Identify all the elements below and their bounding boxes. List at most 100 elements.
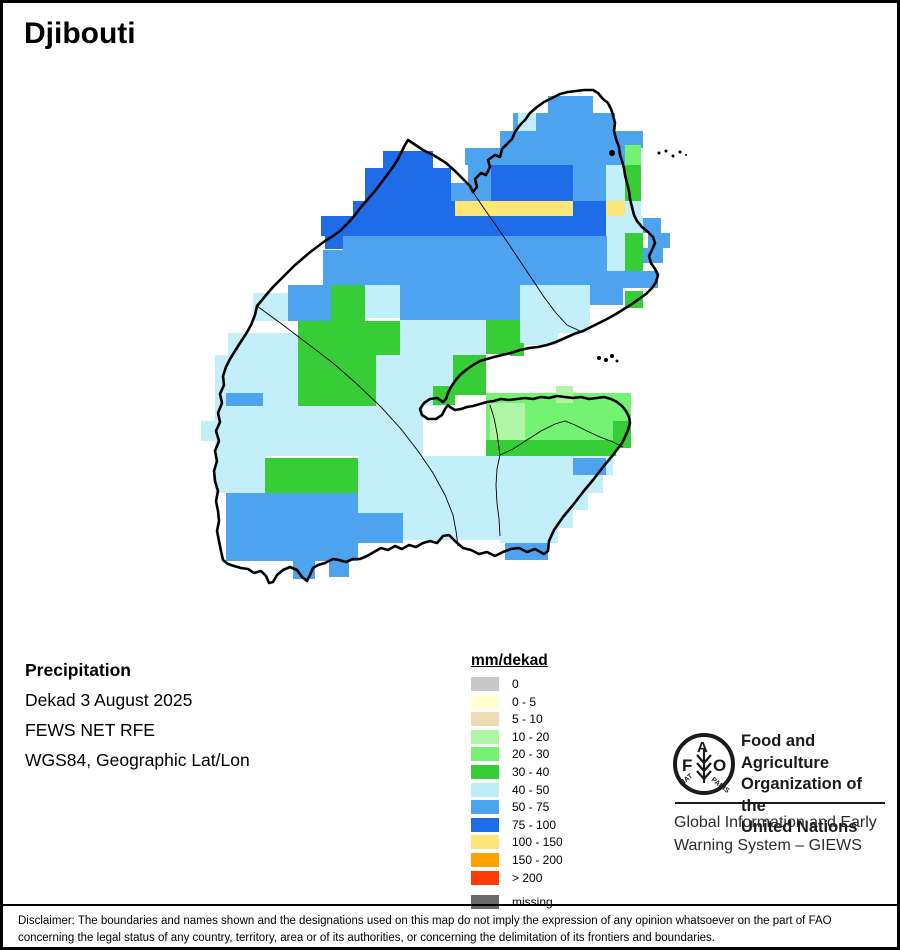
precip-cell [321,216,607,236]
islands-layer [597,149,687,363]
legend-item: 30 - 40 [471,764,563,779]
raster-cells-layer [201,96,670,579]
fao-name-line: United Nations [741,818,858,836]
precip-cell [625,216,643,233]
legend-item: 0 [471,677,563,691]
precip-cell [323,250,607,285]
legend-item: 150 - 200 [471,852,563,867]
country-border-layer [212,88,660,585]
legend-swatch [471,782,499,797]
precip-cell [298,321,400,355]
precip-cell [215,456,265,493]
legend-label: 150 - 200 [512,852,563,867]
legend-label: 10 - 20 [512,729,550,744]
precip-cell [400,320,486,356]
precip-cell [228,333,298,355]
legend-label: 75 - 100 [512,817,557,832]
fao-name-line: Organization of the [741,775,862,815]
precip-cell [606,216,625,271]
precip-cell [548,96,593,114]
fao-letter-a: A [697,739,708,756]
island-dot [678,150,682,154]
page-title: Djibouti [24,17,136,50]
giews-line: Warning System – GIEWS [674,836,862,854]
legend-item: 40 - 50 [471,782,563,797]
fao-logo: F A O FIAT PANIS [673,733,735,795]
precip-cell [383,151,433,168]
precip-cell [500,493,588,510]
fao-letter-f: F [682,756,692,775]
fao-name: Food and Agriculture Organization of the… [741,731,887,839]
info-source: FEWS NET RFE [25,720,155,740]
legend-swatch [471,677,499,691]
legend-item: 10 - 20 [471,729,563,744]
precip-cell [400,285,520,321]
country-border [212,88,660,585]
island-dot [671,154,675,158]
map-info-block: Precipitation Dekad 3 August 2025 FEWS N… [25,655,250,775]
precip-cell [358,456,500,493]
admin-boundary [256,305,459,547]
legend-swatch [471,852,499,867]
giews-label: Global Information and Early Warning Sys… [674,812,877,857]
precip-cell [403,513,500,540]
precip-cell [226,393,263,406]
legend-label: 50 - 75 [512,800,550,815]
precip-cell [500,475,603,493]
legend-swatch [471,835,499,850]
island-dot [664,149,668,153]
legend-label: 0 [512,677,519,691]
legend-swatch [471,712,499,727]
precip-cell [490,403,525,440]
legend-swatch [471,800,499,815]
fao-letter-o: O [713,756,726,775]
legend-item: > 200 [471,870,563,885]
precip-cell [500,528,558,543]
precip-cell [451,183,491,201]
giews-line: Global Information and Early [674,814,877,831]
island-dot [597,356,601,360]
fao-divider [675,802,885,804]
info-heading: Precipitation [25,660,131,680]
legend-label: 30 - 40 [512,764,550,779]
precip-cell [556,386,573,403]
precip-cell [643,248,663,263]
legend-swatch [471,729,499,744]
precip-cell [625,145,641,165]
precip-cell [353,201,455,216]
precip-cell [573,165,606,201]
admin-boundary [489,404,501,537]
legend-rows: 0 0 - 5 5 - 10 10 - 20 20 - 30 30 - 40 40 - 50… [471,677,563,909]
legend-label: 20 - 30 [512,747,550,762]
legend-item: 50 - 75 [471,800,563,815]
legend-item: 0 - 5 [471,694,563,709]
precip-cell [365,285,400,318]
wheat-ear-icon [696,749,712,783]
legend-item: 75 - 100 [471,817,563,832]
precip-cell [520,333,558,345]
precip-cell [288,285,331,321]
precip-cell [215,406,423,456]
precip-cell [625,233,643,271]
fao-name-line: Food and Agriculture [741,732,830,772]
precip-cell [606,201,625,216]
island-dot [685,154,687,156]
precip-cell [643,218,661,233]
legend-swatch [471,694,499,709]
precipitation-map [201,88,687,585]
legend-item: 100 - 150 [471,835,563,850]
legend-swatch [471,817,499,832]
legend-swatch [471,870,499,885]
precip-cell [265,458,358,493]
precip-cell [520,285,590,333]
admin-boundary [470,188,581,332]
precip-cell [486,440,616,456]
legend-label: 0 - 5 [512,694,537,709]
admin-boundaries-layer [256,188,624,547]
info-projection: WGS84, Geographic Lat/Lon [25,750,250,770]
precip-cell [590,285,623,305]
legend-swatch [471,764,499,779]
legend-label: 100 - 150 [512,835,563,850]
precip-cell [606,165,625,201]
